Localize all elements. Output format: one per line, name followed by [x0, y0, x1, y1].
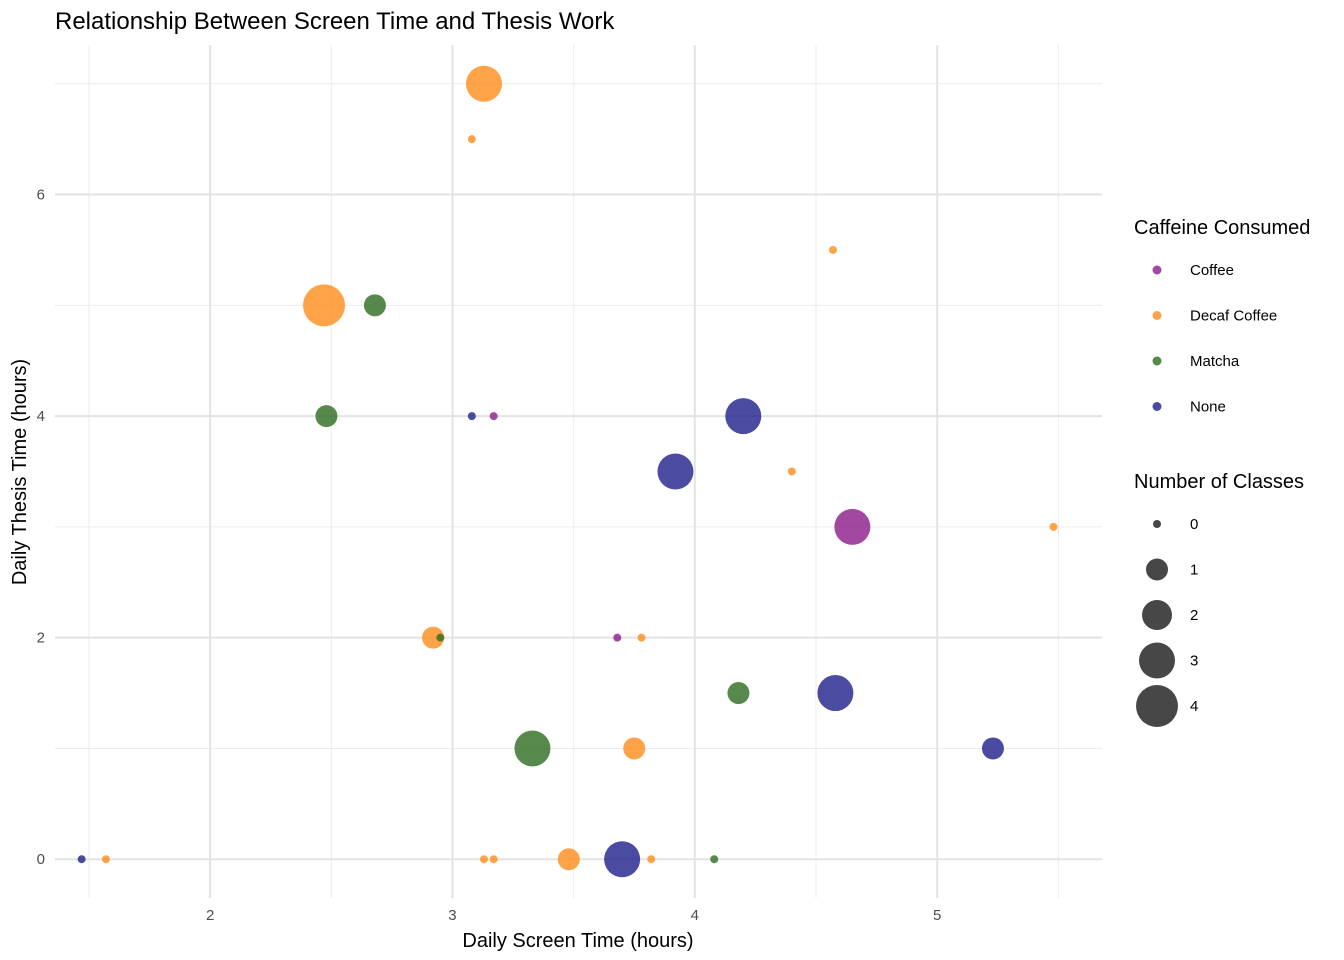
legend-color-swatch — [1152, 311, 1162, 320]
legend-size-label: 2 — [1190, 607, 1198, 624]
data-point — [422, 626, 445, 649]
legend-color-swatch — [1152, 402, 1162, 411]
legend-color-swatch — [1152, 356, 1162, 366]
legend: Caffeine Consumed Number of Classes Coff… — [1134, 217, 1310, 727]
data-point — [363, 294, 386, 317]
legend-size-swatch — [1139, 642, 1175, 679]
data-point — [787, 467, 796, 476]
legend-color-label: Coffee — [1190, 262, 1234, 279]
legend-size-swatch — [1142, 600, 1172, 630]
data-point — [657, 453, 694, 490]
legend-size-swatch — [1136, 685, 1178, 727]
data-point — [725, 398, 762, 435]
legend-size-label: 4 — [1190, 698, 1198, 715]
y-tick-label: 2 — [37, 630, 45, 647]
data-point — [303, 284, 346, 327]
data-point — [489, 412, 498, 421]
legend-size-swatch — [1153, 520, 1161, 528]
legend-size-label: 0 — [1190, 516, 1198, 533]
legend-size-swatch — [1146, 558, 1168, 581]
x-tick-label: 4 — [691, 907, 699, 924]
data-point — [727, 682, 750, 705]
y-tick-label: 4 — [37, 408, 45, 425]
x-tick-label: 2 — [206, 907, 214, 924]
chart-title: Relationship Between Screen Time and The… — [55, 8, 615, 35]
data-point — [479, 855, 488, 864]
data-point — [436, 633, 445, 642]
data-point — [623, 737, 646, 760]
data-point — [514, 730, 551, 767]
data-point — [981, 737, 1004, 760]
data-point — [637, 633, 646, 642]
legend-size-title: Number of Classes — [1134, 471, 1304, 493]
legend-size-label: 3 — [1190, 653, 1198, 670]
data-point — [647, 855, 656, 864]
data-point — [817, 675, 854, 712]
data-point — [834, 508, 871, 545]
tick-labels: 2 3 4 5 0 2 4 6 — [37, 187, 942, 924]
data-point — [467, 135, 476, 144]
legend-color-label: Matcha — [1190, 353, 1240, 370]
legend-color-swatch — [1152, 265, 1162, 275]
x-tick-label: 5 — [933, 907, 941, 924]
grid — [55, 45, 1102, 898]
data-point — [1049, 522, 1058, 531]
data-point — [467, 412, 476, 421]
data-point — [101, 855, 110, 864]
data-point — [315, 405, 338, 428]
legend-color-label: None — [1190, 399, 1226, 416]
points-layer — [77, 65, 1058, 878]
x-tick-label: 3 — [448, 907, 456, 924]
data-point — [77, 855, 86, 864]
data-point — [710, 855, 719, 864]
data-point — [604, 841, 641, 878]
legend-size-label: 1 — [1190, 562, 1198, 579]
data-point — [465, 65, 502, 102]
data-point — [557, 848, 580, 871]
y-axis-title: Daily Thesis Time (hours) — [9, 359, 31, 585]
data-point — [489, 855, 498, 864]
x-axis-title: Daily Screen Time (hours) — [462, 930, 693, 952]
data-point — [613, 633, 622, 642]
data-point — [828, 245, 837, 254]
y-tick-label: 0 — [37, 851, 45, 868]
legend-color-label: Decaf Coffee — [1190, 308, 1277, 325]
legend-color-title: Caffeine Consumed — [1134, 217, 1310, 239]
y-tick-label: 6 — [37, 187, 45, 204]
